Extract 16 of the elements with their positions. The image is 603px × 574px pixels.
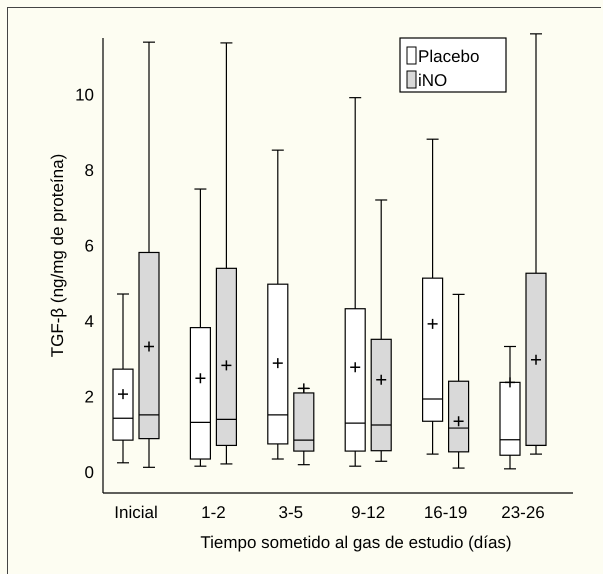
x-tick-label: 1-2 [201,503,226,522]
x-tick-label: 23-26 [501,503,545,522]
y-tick-label: 2 [84,388,94,407]
x-tick-label: 3-5 [278,503,304,522]
x-axis-title: Tiempo sometido al gas de estudio (días) [200,533,512,552]
legend-label: Placebo [418,46,480,66]
y-tick-label: 6 [84,236,94,256]
legend-label: iNO [418,70,448,90]
y-axis-title: TGF-β (ng/mg de proteína) [48,154,67,358]
y-tick-label: 0 [84,463,94,482]
y-tick-label: 10 [75,86,94,105]
y-tick-label: 4 [84,312,94,332]
x-tick-label: 16-19 [424,503,468,522]
x-tick-label: 9-12 [351,503,386,522]
y-tick-label: 8 [84,161,94,180]
x-tick-label: Inicial [114,503,158,522]
